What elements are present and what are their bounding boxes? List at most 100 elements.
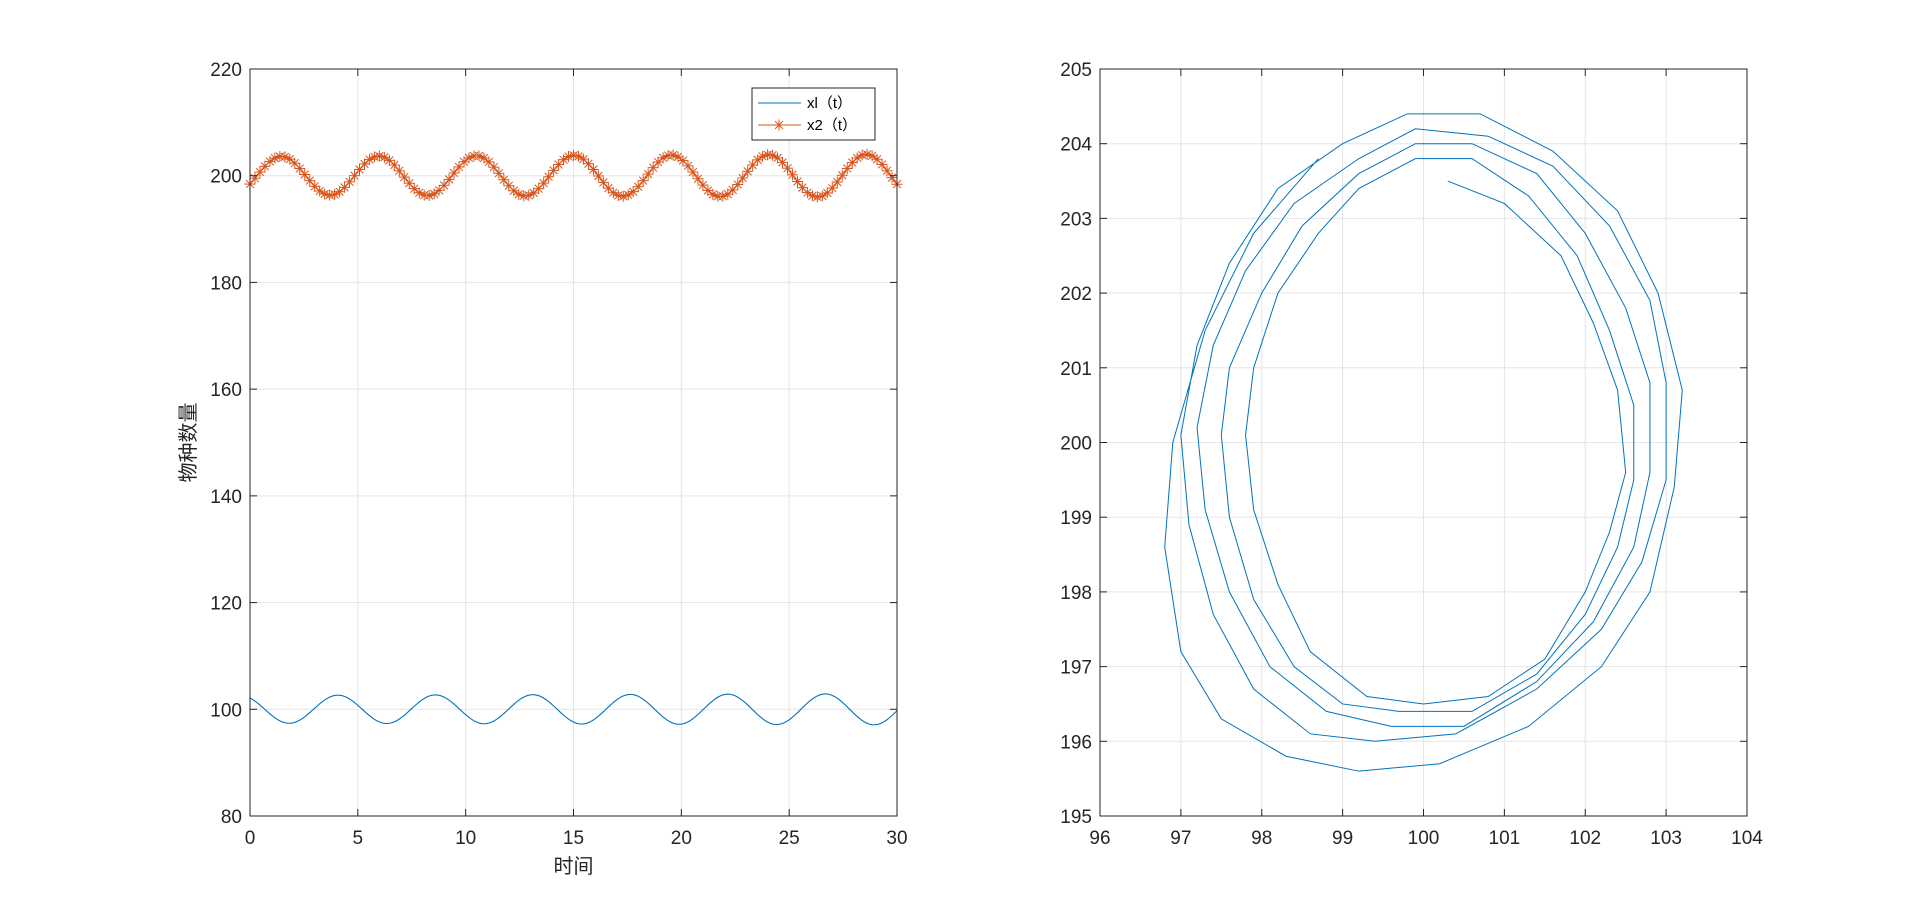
y-tick-label: 196 [1060, 732, 1092, 753]
left-tick-marks [249, 68, 898, 817]
y-tick-label: 80 [221, 807, 242, 828]
y-tick-label: 199 [1060, 508, 1092, 529]
left-tick-labels: 0 5 10 15 20 25 30 80 100 120 140 160 180 200 220 [210, 60, 907, 849]
data-point-x2 [249, 172, 261, 184]
y-tick-label: 160 [210, 380, 242, 401]
legend-asterisk [773, 119, 785, 131]
series-line-x1 [249, 693, 898, 726]
data-point-x2 [752, 154, 764, 166]
phase-trajectory-line [1164, 113, 1683, 772]
data-point-x2 [627, 186, 639, 198]
y-tick-label: 200 [210, 167, 242, 188]
y-tick-label: 140 [210, 487, 242, 508]
data-point-x2 [777, 156, 789, 168]
y-tick-label: 180 [210, 273, 242, 294]
data-point-x2 [767, 149, 779, 161]
data-point-x2 [791, 176, 803, 188]
legend-label-x2: x2（t） [807, 117, 857, 134]
data-point-x2 [398, 171, 410, 183]
data-point-x2 [796, 182, 808, 194]
time-series-plot: 0 5 10 15 20 25 30 80 100 120 140 160 180 200 220 时间 物… [176, 60, 908, 878]
data-point-x2 [473, 150, 485, 162]
data-point-x2 [826, 182, 838, 194]
x-tick-label: 20 [671, 828, 692, 849]
data-point-x2 [563, 151, 575, 163]
data-point-x2 [597, 176, 609, 188]
data-point-x2 [881, 165, 893, 177]
data-point-x2 [493, 167, 505, 179]
right-tick-marks [1099, 68, 1748, 817]
data-point-x2 [254, 166, 266, 178]
data-point-x2 [707, 188, 719, 200]
data-point-x2 [294, 162, 306, 174]
x-axis-label: 时间 [554, 854, 594, 878]
y-axis-label: 物种数量 [176, 403, 200, 483]
data-point-x2 [592, 170, 604, 182]
data-point-x2 [373, 150, 385, 162]
data-point-x2 [483, 156, 495, 168]
x-tick-label: 97 [1170, 828, 1191, 849]
data-point-x2 [543, 171, 555, 183]
x-tick-label: 100 [1408, 828, 1440, 849]
data-point-x2 [289, 157, 301, 169]
legend-label-xl: xl（t） [807, 95, 852, 112]
right-tick-labels: 96 97 98 99 100 101 102 103 104 195 196 197 198 199 20… [1060, 60, 1763, 849]
y-tick-label: 203 [1060, 209, 1092, 230]
data-point-x2 [488, 161, 500, 173]
data-point-x2 [757, 150, 769, 162]
data-point-x2 [498, 174, 510, 186]
x-tick-label: 10 [455, 828, 476, 849]
data-point-x2 [428, 188, 440, 200]
x-tick-label: 103 [1650, 828, 1682, 849]
y-tick-label: 205 [1060, 60, 1092, 81]
data-point-x2 [314, 185, 326, 197]
data-point-x2 [737, 172, 749, 184]
data-point-x2 [637, 175, 649, 187]
data-point-x2 [349, 170, 361, 182]
data-point-x2 [443, 173, 455, 185]
data-point-x2 [732, 178, 744, 190]
x-tick-label: 96 [1089, 828, 1110, 849]
data-point-x2 [304, 175, 316, 187]
data-point-x2 [786, 169, 798, 181]
data-point-x2 [692, 173, 704, 185]
y-tick-label: 120 [210, 594, 242, 615]
data-point-x2 [463, 152, 475, 164]
data-point-x2 [453, 161, 465, 173]
y-tick-label: 100 [210, 700, 242, 721]
data-point-x2 [722, 188, 734, 200]
x-tick-label: 99 [1332, 828, 1353, 849]
data-point-x2 [538, 177, 550, 189]
data-point-x2 [831, 176, 843, 188]
data-point-x2 [264, 155, 276, 167]
data-point-x2 [582, 158, 594, 170]
data-point-x2 [368, 151, 380, 163]
data-point-x2 [587, 164, 599, 176]
right-series-layer [1164, 113, 1683, 772]
data-point-x2 [687, 166, 699, 178]
x-tick-label: 98 [1251, 828, 1272, 849]
data-point-x2 [284, 153, 296, 165]
left-series-layer [244, 148, 903, 726]
y-tick-label: 220 [210, 60, 242, 81]
y-tick-label: 204 [1060, 135, 1092, 156]
data-point-x2 [836, 169, 848, 181]
data-point-x2 [841, 163, 853, 175]
data-point-x2 [801, 187, 813, 199]
data-point-x2 [448, 167, 460, 179]
data-point-x2 [388, 159, 400, 171]
data-point-x2 [876, 158, 888, 170]
data-point-x2 [782, 162, 794, 174]
data-point-x2 [378, 151, 390, 163]
legend-marker-x2 [773, 119, 785, 131]
x-tick-label: 25 [779, 828, 800, 849]
phase-plot: 96 97 98 99 100 101 102 103 104 195 196 197 198 199 20… [1060, 60, 1763, 849]
x-tick-label: 0 [245, 828, 256, 849]
data-point-x2 [652, 156, 664, 168]
data-point-x2 [344, 176, 356, 188]
x-tick-label: 30 [886, 828, 907, 849]
x-tick-label: 101 [1489, 828, 1521, 849]
x-tick-label: 102 [1569, 828, 1601, 849]
